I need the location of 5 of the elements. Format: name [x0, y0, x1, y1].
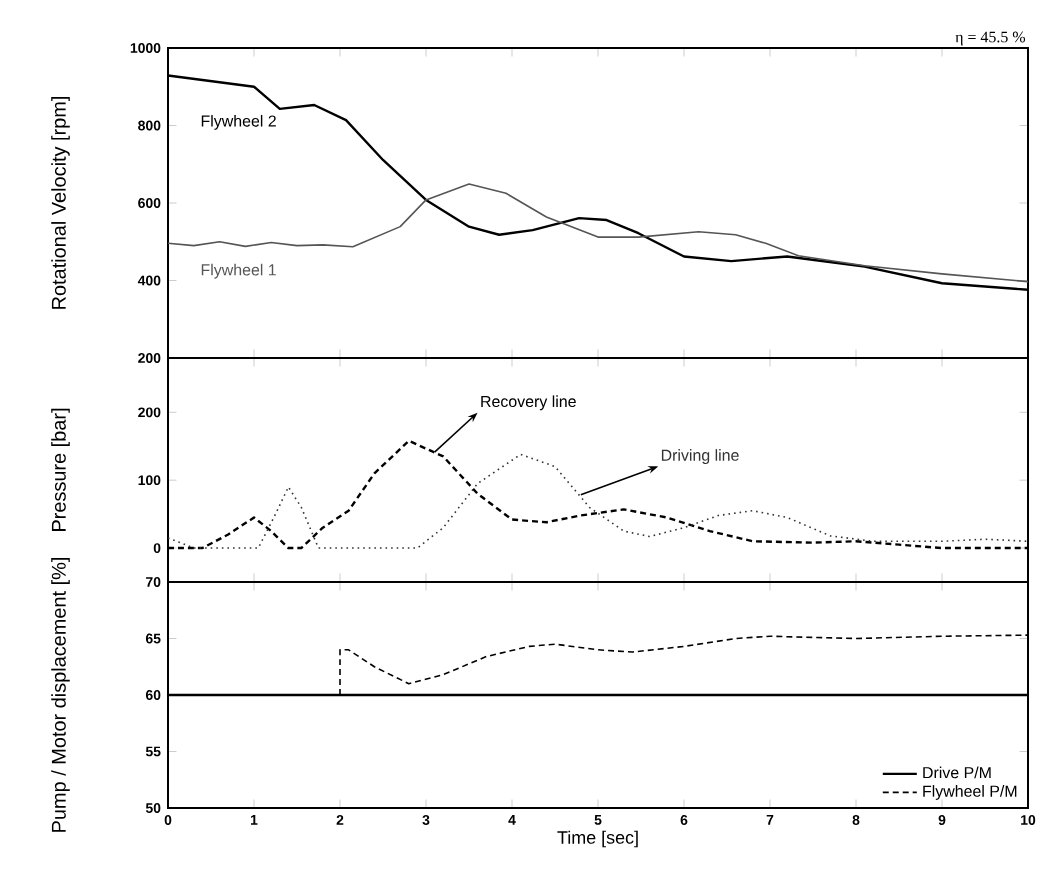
line-series [167, 183, 1029, 283]
y-axis-title: Pump / Motor displacement [%] [51, 558, 70, 832]
x-axis-title: Time [sec] [557, 830, 638, 848]
y-axis-title: Pressure [bar] [51, 408, 70, 531]
y-axis-title: Rotational Velocity [rpm] [51, 97, 70, 309]
